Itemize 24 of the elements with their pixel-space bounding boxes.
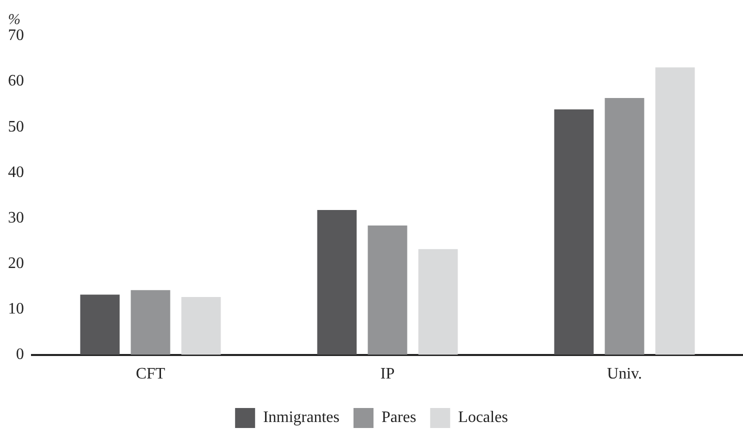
x-tick-label: Univ. xyxy=(607,366,642,383)
bar xyxy=(181,296,221,355)
legend-label: Inmigrantes xyxy=(263,409,340,426)
legend-label: Locales xyxy=(458,409,508,426)
bar xyxy=(418,249,458,355)
y-tick-label: 40 xyxy=(8,164,24,181)
legend-label: Pares xyxy=(382,409,416,426)
y-tick-label: 10 xyxy=(8,300,24,318)
x-tick-label: IP xyxy=(380,366,395,383)
y-tick-label: 30 xyxy=(8,209,24,226)
y-tick-label: 20 xyxy=(8,254,24,272)
bar xyxy=(368,225,408,355)
bar xyxy=(130,290,170,355)
bar xyxy=(80,294,120,355)
bar xyxy=(655,67,695,355)
bar xyxy=(554,109,594,355)
y-tick-label: 50 xyxy=(8,118,24,136)
y-tick-label: 70 xyxy=(8,27,24,44)
x-tick-label: CFT xyxy=(136,366,166,383)
bar xyxy=(317,210,357,355)
y-tick-label: 0 xyxy=(16,346,24,364)
bar xyxy=(604,98,644,355)
y-tick-label: 60 xyxy=(8,72,24,90)
y-axis-title: % xyxy=(8,12,20,28)
